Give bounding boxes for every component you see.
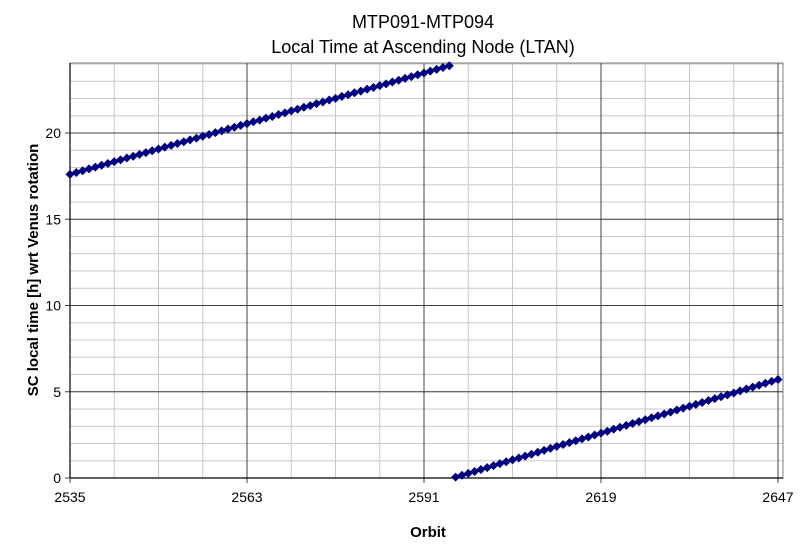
data-point-diamond bbox=[324, 95, 334, 105]
data-point-diamond bbox=[773, 375, 783, 385]
chart-subtitle: Local Time at Ascending Node (LTAN) bbox=[271, 37, 574, 57]
data-point-diamond bbox=[312, 99, 322, 109]
data-point-diamond bbox=[425, 66, 435, 76]
data-point-diamond bbox=[375, 81, 385, 91]
x-tick-label: 2535 bbox=[54, 489, 85, 505]
y-tick-label: 0 bbox=[53, 470, 61, 486]
data-point-diamond bbox=[160, 142, 170, 152]
y-tick-label: 10 bbox=[45, 298, 61, 314]
data-point-diamond bbox=[122, 153, 132, 163]
data-point-diamond bbox=[400, 73, 410, 83]
data-point-diamond bbox=[261, 113, 271, 123]
data-point-diamond bbox=[223, 124, 233, 134]
data-point-diamond bbox=[299, 102, 309, 112]
data-point-diamond bbox=[387, 77, 397, 87]
data-point-diamond bbox=[248, 117, 258, 127]
data-point-diamond bbox=[172, 139, 182, 149]
data-point-diamond bbox=[236, 120, 246, 130]
grid bbox=[65, 62, 784, 483]
y-tick-label: 15 bbox=[45, 211, 61, 227]
y-axis-label: SC local time [h] wrt Venus rotation bbox=[25, 144, 42, 397]
data-point-diamond bbox=[109, 157, 119, 167]
y-tick-label: 5 bbox=[53, 384, 61, 400]
data-point-diamond bbox=[444, 61, 454, 71]
x-tick-label: 2647 bbox=[762, 489, 793, 505]
x-tick-label: 2619 bbox=[585, 489, 616, 505]
data-point-diamond bbox=[286, 106, 296, 116]
data-point-diamond bbox=[217, 126, 227, 136]
x-tick-label: 2563 bbox=[231, 489, 262, 505]
data-point-diamond bbox=[413, 70, 423, 80]
data-point-diamond bbox=[135, 149, 145, 159]
data-point-diamond bbox=[147, 146, 157, 156]
data-point-diamond bbox=[274, 110, 284, 120]
data-point-diamond bbox=[185, 135, 195, 145]
data-point-diamond bbox=[84, 164, 94, 174]
data-point-diamond bbox=[198, 131, 208, 141]
data-point-diamond bbox=[438, 62, 448, 72]
y-tick-label: 20 bbox=[45, 125, 61, 141]
data-point-diamond bbox=[97, 160, 107, 170]
data-point-diamond bbox=[210, 128, 220, 138]
data-point-diamond bbox=[349, 88, 359, 98]
chart-title: MTP091-MTP094 bbox=[352, 12, 494, 32]
data-point-diamond bbox=[362, 84, 372, 94]
data-point-diamond bbox=[337, 91, 347, 101]
data-points bbox=[65, 61, 783, 482]
x-tick-label: 2591 bbox=[408, 489, 439, 505]
x-axis-label: Orbit bbox=[410, 524, 446, 541]
data-point-diamond bbox=[71, 168, 81, 178]
tick-labels: 2535 2563 2591 2619 2647 0 5 10 15 20 bbox=[45, 125, 793, 505]
